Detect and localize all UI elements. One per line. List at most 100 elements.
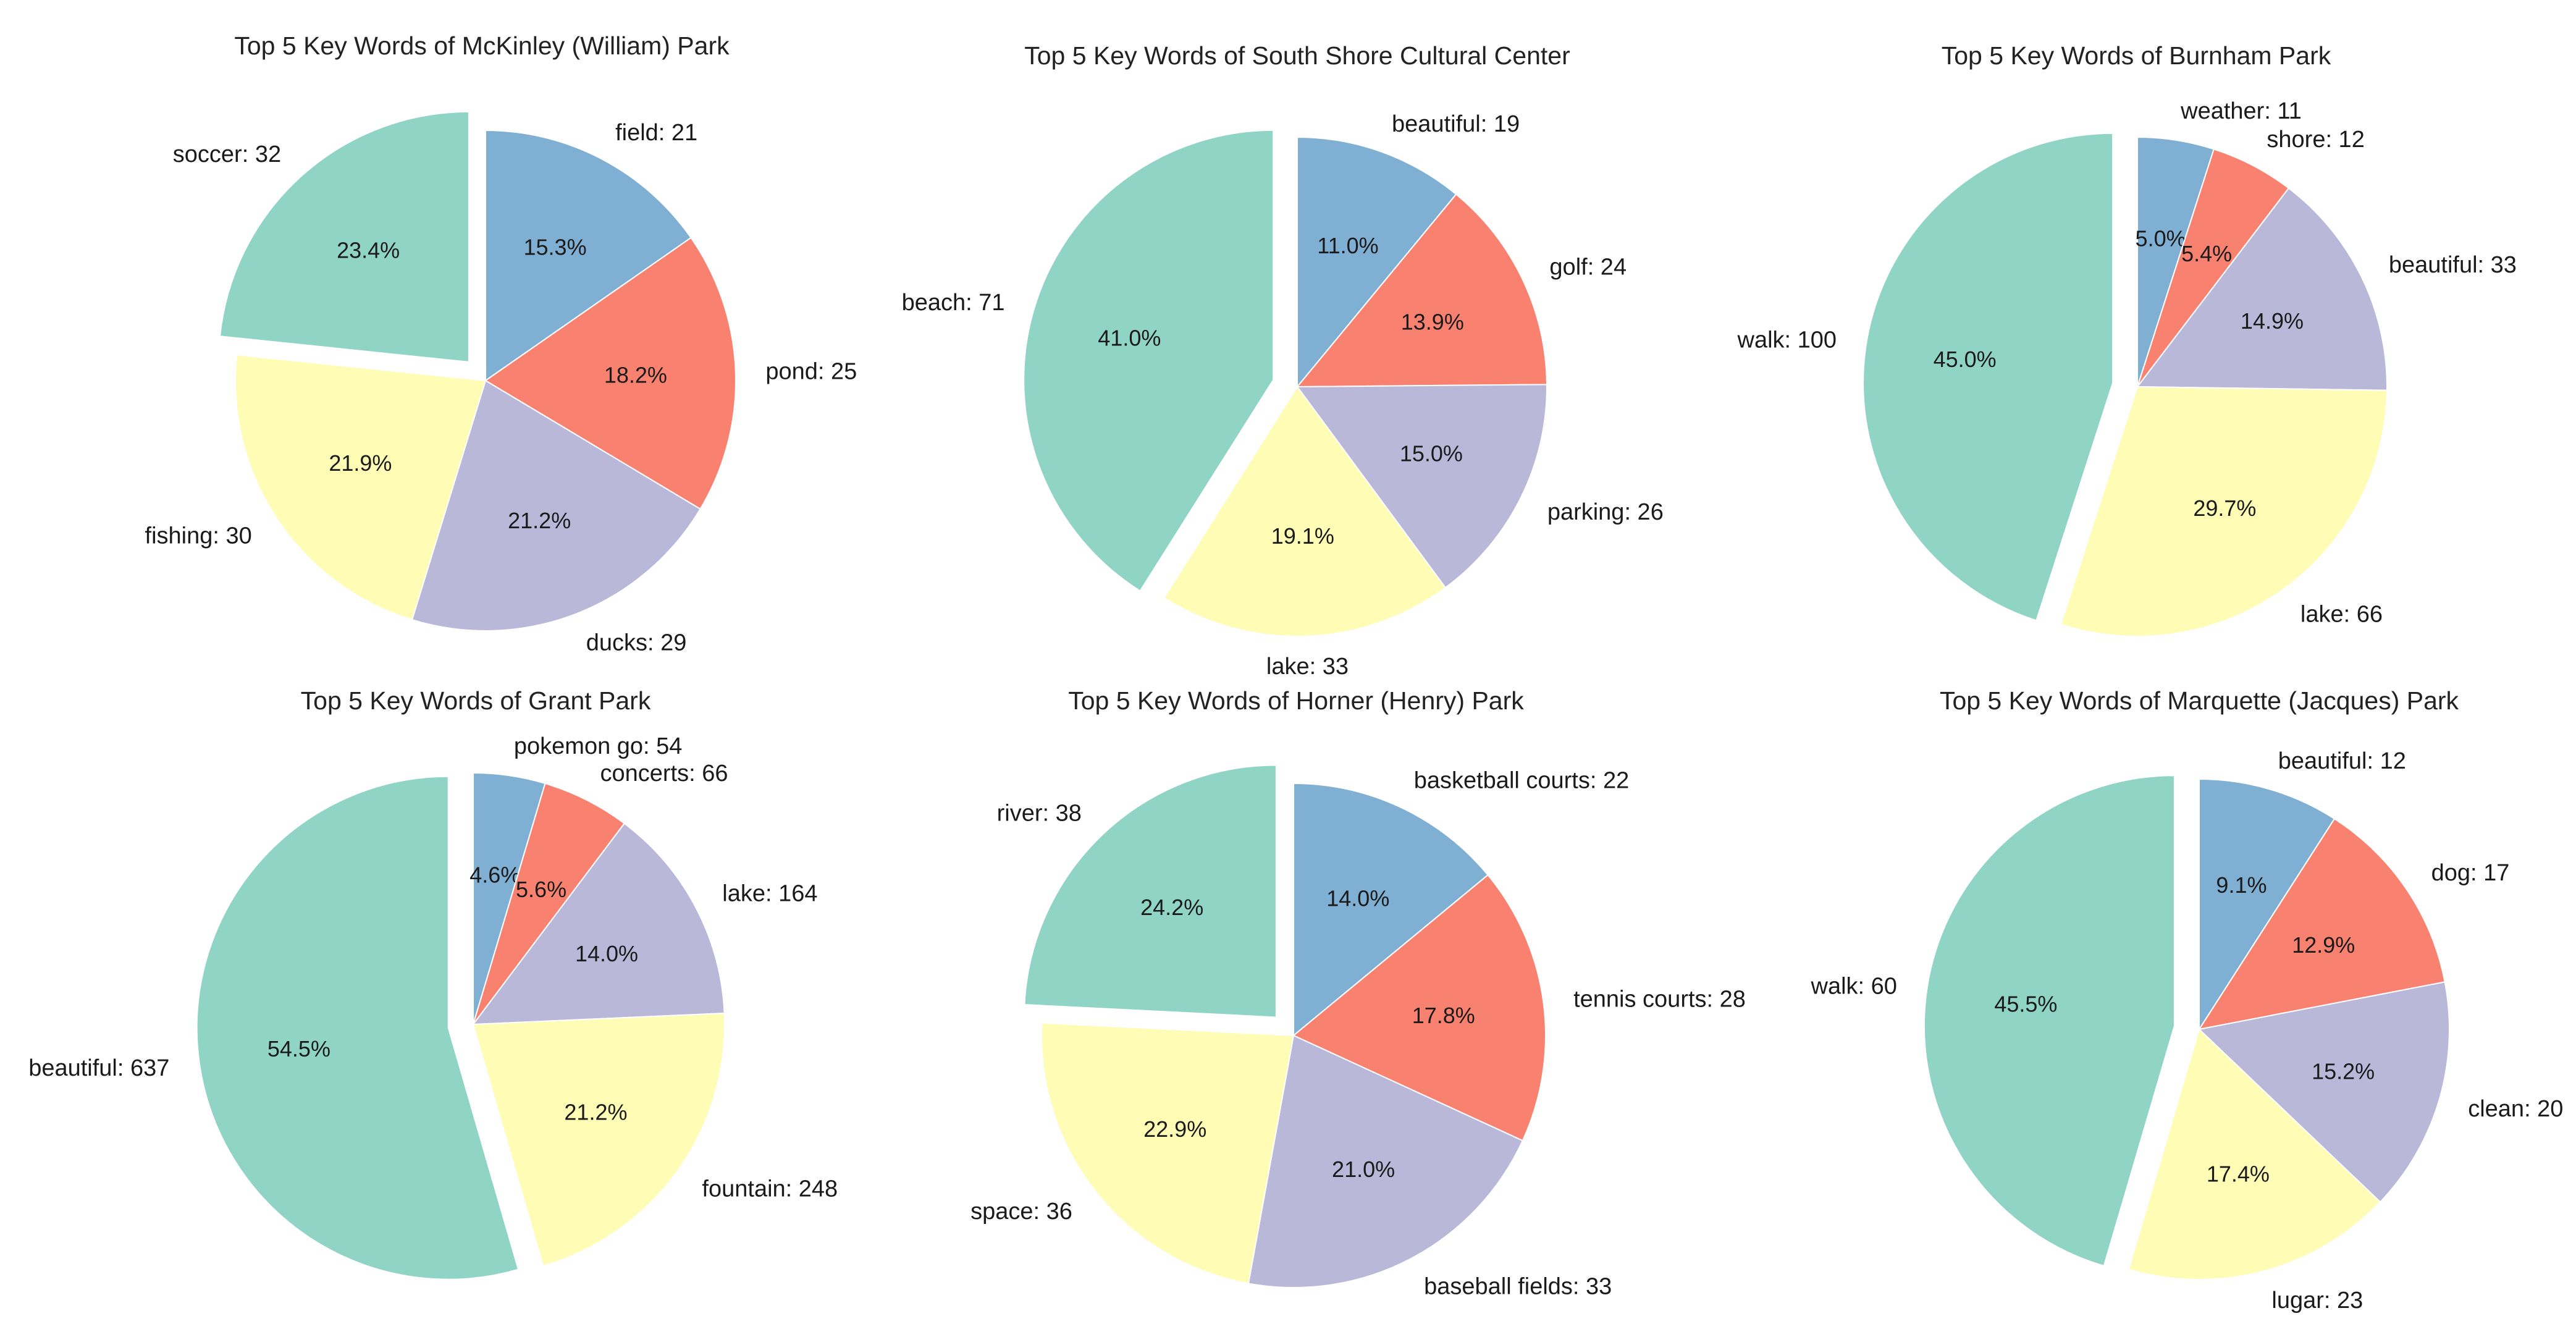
chart-south-shore-cultural-center: Top 5 Key Words of South Shore Cultural … [902, 41, 1664, 680]
pie-slice-fishing [235, 354, 487, 621]
slice-label: soccer: 32 [173, 141, 281, 167]
slice-label: pond: 25 [765, 358, 857, 384]
chart-burnham-park: Top 5 Key Words of Burnham Park 5.0% weat… [1737, 41, 2517, 637]
pie-slice-beach [1023, 129, 1274, 592]
slice-label: concerts: 66 [600, 761, 728, 787]
slice-label: field: 21 [615, 120, 697, 146]
slice-percent-label: 17.8% [1412, 1003, 1475, 1028]
pie-slice-lake [471, 822, 725, 1026]
slice-label: fountain: 248 [702, 1176, 838, 1202]
slice-label: lake: 164 [722, 880, 817, 906]
slice-percent-label: 54.5% [267, 1036, 330, 1061]
pie-slice-lugar [2128, 1028, 2381, 1280]
slice-label: lugar: 23 [2271, 1288, 2363, 1314]
pie-slice-basketball-courts [1293, 782, 1489, 1037]
pie-slice-parking [1296, 384, 1547, 589]
slice-percent-label: 24.2% [1140, 895, 1203, 920]
slice-label: ducks: 29 [586, 630, 687, 656]
slice-percent-label: 15.2% [2312, 1058, 2375, 1084]
slice-label: weather: 11 [2180, 98, 2302, 124]
slice-percent-label: 12.9% [2292, 932, 2355, 958]
slice-percent-label: 21.2% [564, 1099, 627, 1124]
slice-percent-label: 5.0% [2136, 226, 2186, 251]
slice-label: beautiful: 12 [2278, 748, 2406, 774]
slice-label: parking: 26 [1547, 499, 1664, 525]
pie-slice-fountain [472, 1012, 725, 1267]
pie-slice-clean [2197, 981, 2450, 1203]
chart-mckinley-park: Top 5 Key Words of McKinley (William) Pa… [145, 32, 857, 656]
slice-percent-label: 18.2% [604, 363, 667, 388]
slice-label: river: 38 [997, 800, 1082, 826]
chart-title: Top 5 Key Words of McKinley (William) Pa… [234, 32, 730, 60]
slice-percent-label: 22.9% [1143, 1116, 1206, 1142]
slice-percent-label: 14.9% [2241, 308, 2304, 334]
slice-label: beautiful: 33 [2389, 252, 2517, 278]
slice-label: lake: 33 [1266, 654, 1349, 680]
slice-label: tennis courts: 28 [1573, 987, 1746, 1013]
slice-label: walk: 100 [1737, 327, 1837, 353]
slice-percent-label: 5.6% [516, 877, 566, 902]
slice-percent-label: 9.1% [2216, 872, 2267, 898]
slice-percent-label: 23.4% [337, 237, 400, 263]
slice-percent-label: 14.0% [1326, 886, 1389, 911]
slice-label: clean: 20 [2468, 1096, 2563, 1122]
slice-label: golf: 24 [1549, 254, 1627, 280]
pie-slice-pond [484, 237, 736, 510]
slice-label: beach: 71 [902, 290, 1005, 316]
pie-slice-golf [1295, 193, 1547, 388]
pie-slice-ducks [411, 379, 701, 631]
slice-percent-label: 21.9% [329, 450, 392, 476]
slice-label: shore: 12 [2267, 127, 2364, 153]
slice-percent-label: 13.9% [1401, 310, 1464, 335]
pie-slice-field [485, 129, 692, 382]
pie-slice-tennis-courts [1292, 874, 1546, 1142]
pie-slice-beautiful [2136, 187, 2388, 391]
chart-grant-park: Top 5 Key Words of Grant Park 4.6% pokemo… [28, 686, 838, 1280]
slice-percent-label: 4.6% [469, 862, 520, 887]
slice-label: lake: 66 [2300, 602, 2383, 628]
pie-slice-baseball-fields [1247, 1034, 1524, 1288]
slice-percent-label: 21.2% [508, 508, 571, 533]
slice-percent-label: 21.0% [1332, 1157, 1395, 1182]
slice-label: basketball courts: 22 [1414, 768, 1630, 794]
slice-percent-label: 29.7% [2193, 496, 2256, 521]
slice-percent-label: 45.5% [1994, 992, 2057, 1017]
chart-horner-park: Top 5 Key Words of Horner (Henry) Park 1… [970, 686, 1746, 1299]
slice-percent-label: 45.0% [1934, 347, 1997, 372]
pie-slice-beautiful [196, 775, 520, 1280]
slice-label: beautiful: 19 [1392, 111, 1520, 137]
pie-slice-beautiful [1297, 136, 1457, 389]
slice-label: fishing: 30 [145, 523, 252, 549]
slice-percent-label: 11.0% [1317, 233, 1378, 258]
slice-label: beautiful: 637 [28, 1055, 169, 1081]
slice-percent-label: 5.4% [2181, 241, 2232, 266]
pie-slice-concerts [473, 782, 626, 1025]
pie-slice-walk [1923, 775, 2175, 1267]
slice-label: dog: 17 [2431, 860, 2510, 886]
pie-slice-space [1041, 1022, 1295, 1284]
pie-slice-river [1024, 764, 1277, 1018]
chart-marquette-park: Top 5 Key Words of Marquette (Jacques) P… [1811, 686, 2564, 1314]
slice-percent-label: 15.3% [524, 235, 587, 260]
chart-title: Top 5 Key Words of Horner (Henry) Park [1068, 686, 1524, 715]
pie-slice-lake [2060, 386, 2388, 637]
chart-title: Top 5 Key Words of Grant Park [301, 686, 651, 715]
pie-slice-walk [1863, 132, 2114, 622]
slice-percent-label: 14.0% [575, 941, 638, 966]
chart-title: Top 5 Key Words of Marquette (Jacques) P… [1940, 686, 2459, 715]
slice-percent-label: 15.0% [1400, 441, 1463, 466]
pie-slice-beautiful [2199, 778, 2336, 1032]
slice-percent-label: 19.1% [1271, 523, 1334, 549]
slice-label: baseball fields: 33 [1424, 1273, 1612, 1299]
slice-percent-label: 41.0% [1098, 325, 1161, 350]
slice-label: walk: 60 [1811, 974, 1897, 1000]
slice-label: pokemon go: 54 [514, 733, 683, 759]
pie-slice-lake [1163, 386, 1447, 637]
chart-title: Top 5 Key Words of Burnham Park [1942, 41, 2331, 70]
slice-percent-label: 17.4% [2207, 1162, 2270, 1187]
pie-slice-shore [2137, 148, 2290, 387]
pie-slice-dog [2197, 817, 2446, 1031]
slice-label: space: 36 [970, 1199, 1072, 1225]
chart-title: Top 5 Key Words of South Shore Cultural … [1024, 41, 1570, 70]
